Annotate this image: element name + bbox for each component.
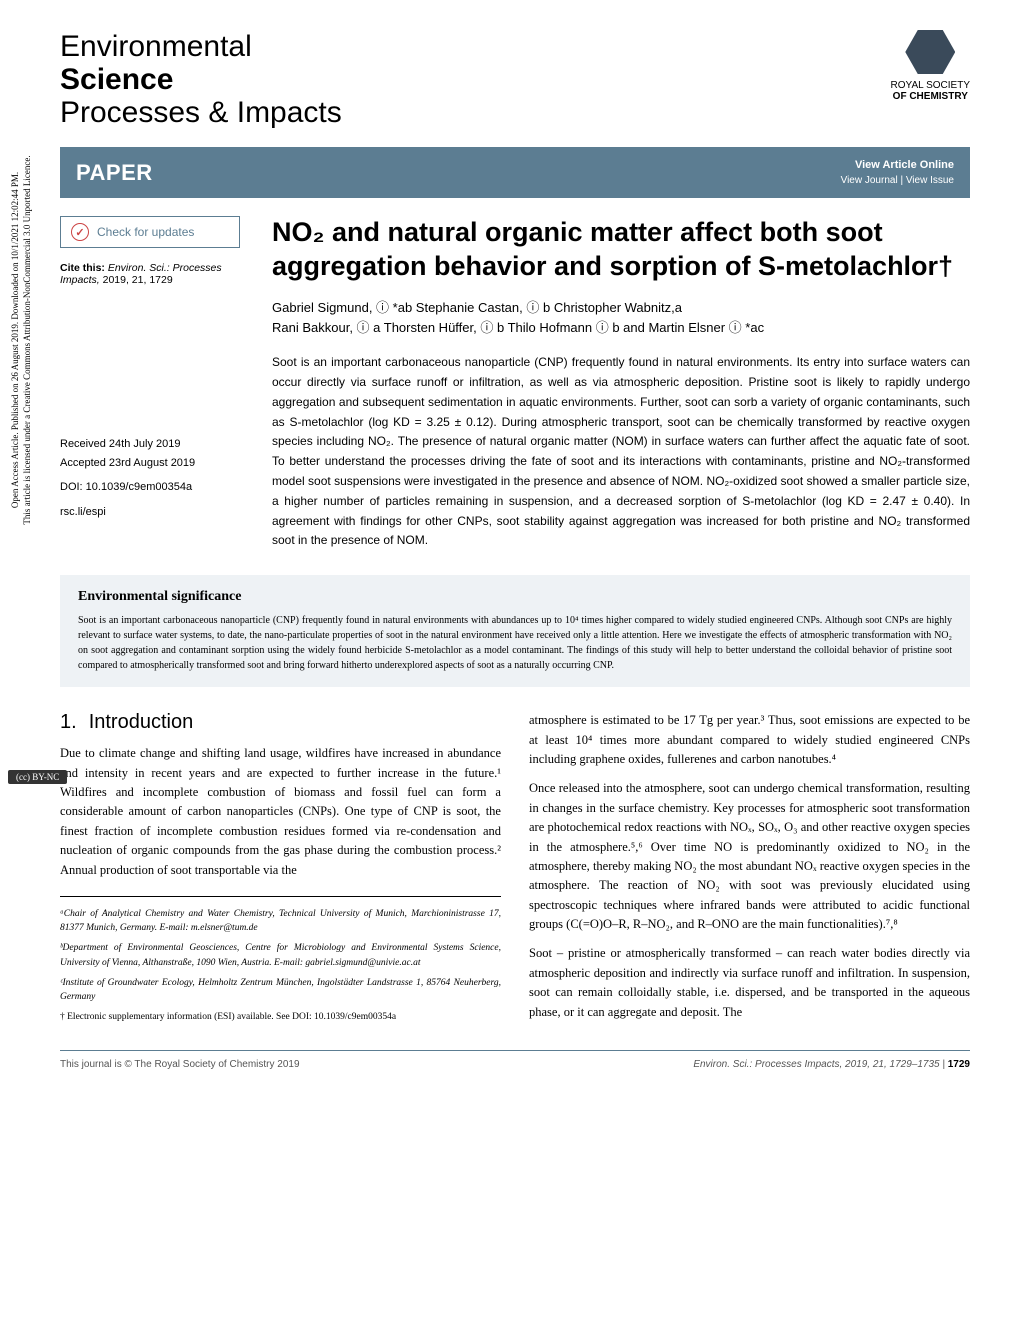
affil-c: ᶜInstitute of Groundwater Ecology, Helmh… — [60, 976, 501, 1005]
esi-note: † Electronic supplementary information (… — [60, 1010, 501, 1024]
crossmark-icon: ✓ — [71, 223, 89, 241]
body-p2: atmosphere is estimated to be 17 Tg per … — [529, 711, 970, 769]
journal-name: Environmental Science Processes & Impact… — [60, 30, 342, 129]
affil-a: ᵃChair of Analytical Chemistry and Water… — [60, 907, 501, 936]
section-num: 1. — [60, 711, 77, 733]
authors-line2: Rani Bakkour, ⓘ a Thorsten Hüffer, ⓘ b T… — [272, 320, 764, 335]
check-updates-label: Check for updates — [97, 225, 194, 239]
body-p1: Due to climate change and shifting land … — [60, 744, 501, 880]
env-sig-heading: Environmental significance — [78, 589, 952, 605]
footer-citation: Environ. Sci.: Processes Impacts, 2019, … — [693, 1059, 970, 1070]
view-article-online-link[interactable]: View Article Online — [841, 159, 954, 171]
doi-text: DOI: 10.1039/c9em00354a — [60, 479, 240, 496]
cc-license-badge: (cc) BY-NC — [8, 770, 67, 784]
view-journal-issue-link[interactable]: View Journal | View Issue — [841, 175, 954, 186]
main-row: ✓ Check for updates Cite this: Environ. … — [60, 216, 970, 551]
rsc-hex-icon — [905, 30, 955, 74]
body-column-right: atmosphere is estimated to be 17 Tg per … — [529, 711, 970, 1032]
left-column: ✓ Check for updates Cite this: Environ. … — [60, 216, 240, 551]
section-1-title: 1. Introduction — [60, 711, 501, 734]
side-line1: Open Access Article. Published on 26 Aug… — [10, 172, 20, 508]
env-sig-body: Soot is an important carbonaceous nanopa… — [78, 613, 952, 673]
paper-label: PAPER — [76, 160, 153, 186]
journal-line3: Processes & Impacts — [60, 96, 342, 129]
received-date: Received 24th July 2019 — [60, 436, 240, 453]
paper-banner-links: View Article Online View Journal | View … — [841, 159, 954, 186]
body-columns: 1. Introduction Due to climate change and… — [60, 711, 970, 1032]
rsc-text: ROYAL SOCIETY OF CHEMISTRY — [891, 80, 970, 102]
paper-banner: PAPER View Article Online View Journal |… — [60, 147, 970, 198]
authors-line1: Gabriel Sigmund, ⓘ *ab Stephanie Castan,… — [272, 300, 682, 315]
cite-this: Cite this: Environ. Sci.: Processes Impa… — [60, 262, 240, 286]
body-p3: Once released into the atmosphere, soot … — [529, 779, 970, 934]
header-row: Environmental Science Processes & Impact… — [60, 30, 970, 129]
footer-copyright: This journal is © The Royal Society of C… — [60, 1059, 300, 1070]
body-p4: Soot – pristine or atmospherically trans… — [529, 944, 970, 1022]
check-updates-button[interactable]: ✓ Check for updates — [60, 216, 240, 248]
affil-b: ᵇDepartment of Environmental Geosciences… — [60, 941, 501, 970]
side-line2: This article is licensed under a Creativ… — [22, 155, 32, 524]
accepted-date: Accepted 23rd August 2019 — [60, 455, 240, 472]
article-title: NO₂ and natural organic matter affect bo… — [272, 216, 970, 284]
environmental-significance-box: Environmental significance Soot is an im… — [60, 575, 970, 687]
body-column-left: 1. Introduction Due to climate change and… — [60, 711, 501, 1032]
page-container: Environmental Science Processes & Impact… — [0, 0, 1020, 1110]
rsc-logo: ROYAL SOCIETY OF CHEMISTRY — [891, 30, 970, 102]
abstract-text: Soot is an important carbonaceous nanopa… — [272, 353, 970, 551]
section-title-text: Introduction — [89, 711, 194, 733]
right-column: NO₂ and natural organic matter affect bo… — [272, 216, 970, 551]
affil-divider — [60, 896, 501, 897]
short-link[interactable]: rsc.li/espi — [60, 504, 240, 521]
page-footer: This journal is © The Royal Society of C… — [60, 1050, 970, 1070]
open-access-side-text: Open Access Article. Published on 26 Aug… — [10, 130, 33, 550]
journal-line2: Science — [60, 63, 342, 96]
meta-block: Received 24th July 2019 Accepted 23rd Au… — [60, 436, 240, 520]
author-list: Gabriel Sigmund, ⓘ *ab Stephanie Castan,… — [272, 298, 970, 340]
journal-line1: Environmental — [60, 30, 342, 63]
